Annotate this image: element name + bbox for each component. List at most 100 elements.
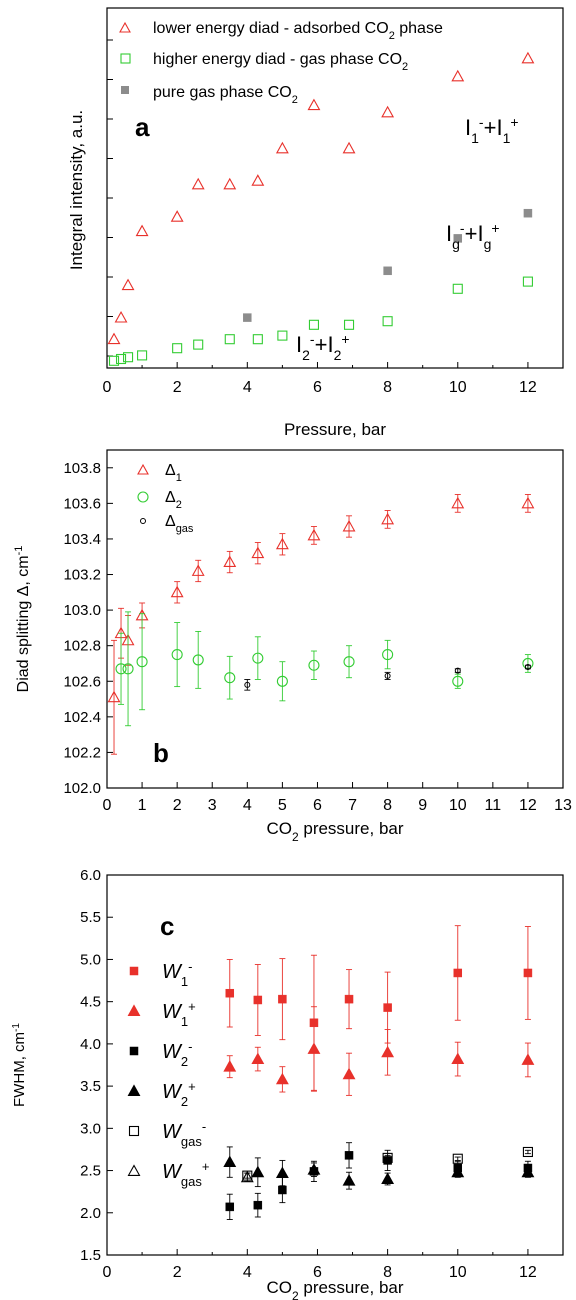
point-a-series-1 xyxy=(382,316,393,327)
legend-c-marker-2 xyxy=(129,1046,139,1056)
point-a-series-0 xyxy=(170,210,184,222)
panel-c-legend: W1- W1+ W2- W2+ Wgas- Wgas+ xyxy=(127,959,209,1189)
legend-b-marker-d1 xyxy=(137,463,149,475)
panel-c-xlabel: CO2 pressure, bar xyxy=(266,1278,403,1300)
errorbar-b-series-2 xyxy=(244,679,251,691)
y-tick-label: 4.5 xyxy=(80,994,101,1011)
point-c-series-1 xyxy=(342,1067,356,1080)
point-b-series-0 xyxy=(251,546,265,559)
point-b-series-2 xyxy=(244,681,251,688)
panel-c-ylabel: FWHM, cm-1 xyxy=(11,1023,29,1107)
point-c-series-3 xyxy=(307,1163,321,1175)
errorbar-b-series-1 xyxy=(195,631,202,689)
point-c-series-1 xyxy=(521,1053,535,1065)
y-tick-label: 2.5 xyxy=(80,1163,101,1180)
point-a-series-0 xyxy=(307,98,321,111)
legend-b-marker-d2 xyxy=(137,491,149,503)
errorbar-b-series-1 xyxy=(174,622,181,688)
point-b-series-2 xyxy=(454,667,461,674)
panel-a-legend: lower energy diad - adsorbed CO2 phase h… xyxy=(119,20,443,106)
point-c-series-3 xyxy=(251,1165,265,1178)
y-tick-label: 103.0 xyxy=(63,602,101,619)
legend-a-pure: pure gas phase CO2 xyxy=(153,84,298,106)
x-tick-label: 6 xyxy=(313,1264,322,1281)
x-tick-label: 12 xyxy=(519,797,537,814)
point-c-series-1 xyxy=(223,1060,237,1072)
point-c-series-0 xyxy=(453,968,463,978)
point-a-series-2 xyxy=(243,313,252,322)
point-b-series-2 xyxy=(384,672,391,679)
point-b-series-0 xyxy=(451,496,465,509)
legend-c-marker-4 xyxy=(128,1125,140,1137)
errorbar-c-series-4 xyxy=(384,1154,391,1161)
x-tick-label: 7 xyxy=(348,797,357,814)
legend-a-marker-lower xyxy=(119,21,131,33)
errorbar-b-series-1 xyxy=(226,655,233,700)
point-a-series-1 xyxy=(108,355,120,366)
point-a-series-0 xyxy=(191,177,205,190)
point-a-series-1 xyxy=(277,330,288,341)
point-c-series-0 xyxy=(225,988,235,998)
legend-c-marker-5 xyxy=(127,1164,141,1176)
point-a-series-1 xyxy=(122,352,134,363)
point-a-series-0 xyxy=(107,332,121,345)
point-b-series-0 xyxy=(107,690,121,703)
x-tick-label: 4 xyxy=(243,379,252,396)
y-tick-label: 2.0 xyxy=(80,1205,101,1222)
point-a-series-1 xyxy=(252,334,263,345)
point-a-series-0 xyxy=(521,51,535,64)
point-a-series-0 xyxy=(342,141,356,154)
point-c-series-3 xyxy=(275,1166,289,1179)
point-c-series-4 xyxy=(452,1153,463,1164)
point-c-series-0 xyxy=(253,995,263,1005)
point-b-series-1 xyxy=(115,663,127,675)
point-c-series-1 xyxy=(307,1042,321,1054)
point-c-series-2 xyxy=(225,1202,235,1212)
errorbar-b-series-0 xyxy=(346,515,353,538)
errorbar-b-series-0 xyxy=(254,542,261,565)
panel-b-chart: 0 1 2 3 4 5 6 7 8 9 10 11 12 13102.0102.2102.4102.610… xyxy=(13,449,572,844)
panel-a-ticks: 0 2 4 6 8 10 12 xyxy=(103,39,564,396)
x-tick-label: 5 xyxy=(278,797,287,814)
point-b-series-2 xyxy=(524,664,531,671)
point-a-series-1 xyxy=(115,353,127,365)
errorbar-c-series-4 xyxy=(454,1156,461,1161)
y-tick-label: 103.4 xyxy=(63,531,101,548)
errorbar-b-series-1 xyxy=(346,645,353,679)
point-c-series-0 xyxy=(523,968,533,978)
x-tick-label: 4 xyxy=(243,797,252,814)
errorbar-b-series-0 xyxy=(195,559,202,583)
panel-a-chart: 0 2 4 6 8 10 12 Pressure, bar Integral intensi… xyxy=(67,7,564,439)
annotation-i2: I2-+I2+ xyxy=(296,331,350,363)
legend-c-label-2: W2- xyxy=(162,1039,192,1069)
errorbar-b-series-0 xyxy=(279,533,286,556)
y-tick-label: 1.5 xyxy=(80,1247,101,1264)
point-c-series-2 xyxy=(278,1185,287,1195)
point-b-series-1 xyxy=(224,672,236,684)
point-b-series-0 xyxy=(307,528,321,541)
y-tick-label: 102.4 xyxy=(63,709,101,726)
annotation-ig: Ig-+Ig+ xyxy=(446,220,500,252)
legend-c-marker-0 xyxy=(129,966,139,976)
panel-a-ylabel: Integral intensity, a.u. xyxy=(67,110,86,270)
panel-a-marks xyxy=(107,51,535,366)
errorbar-b-series-1 xyxy=(139,613,146,711)
x-tick-label: 6 xyxy=(313,797,322,814)
x-tick-label: 6 xyxy=(313,379,322,396)
legend-b-marker-dgas xyxy=(140,518,146,524)
x-tick-label: 10 xyxy=(449,797,467,814)
x-tick-label: 10 xyxy=(449,1264,467,1281)
point-b-series-1 xyxy=(276,675,288,687)
point-b-series-0 xyxy=(275,537,289,550)
point-b-series-1 xyxy=(171,649,183,661)
point-b-series-1 xyxy=(382,649,394,661)
point-c-series-4 xyxy=(382,1152,393,1163)
point-a-series-0 xyxy=(251,174,265,186)
x-tick-label: 0 xyxy=(103,379,112,396)
legend-b-dgas: Δgas xyxy=(165,513,194,535)
legend-c-label-0: W1- xyxy=(162,959,192,989)
point-c-series-4 xyxy=(522,1146,533,1158)
point-b-series-1 xyxy=(452,675,464,687)
point-a-series-1 xyxy=(137,350,148,361)
panel-b-ylabel: Diad splitting Δ, cm-1 xyxy=(13,546,32,693)
